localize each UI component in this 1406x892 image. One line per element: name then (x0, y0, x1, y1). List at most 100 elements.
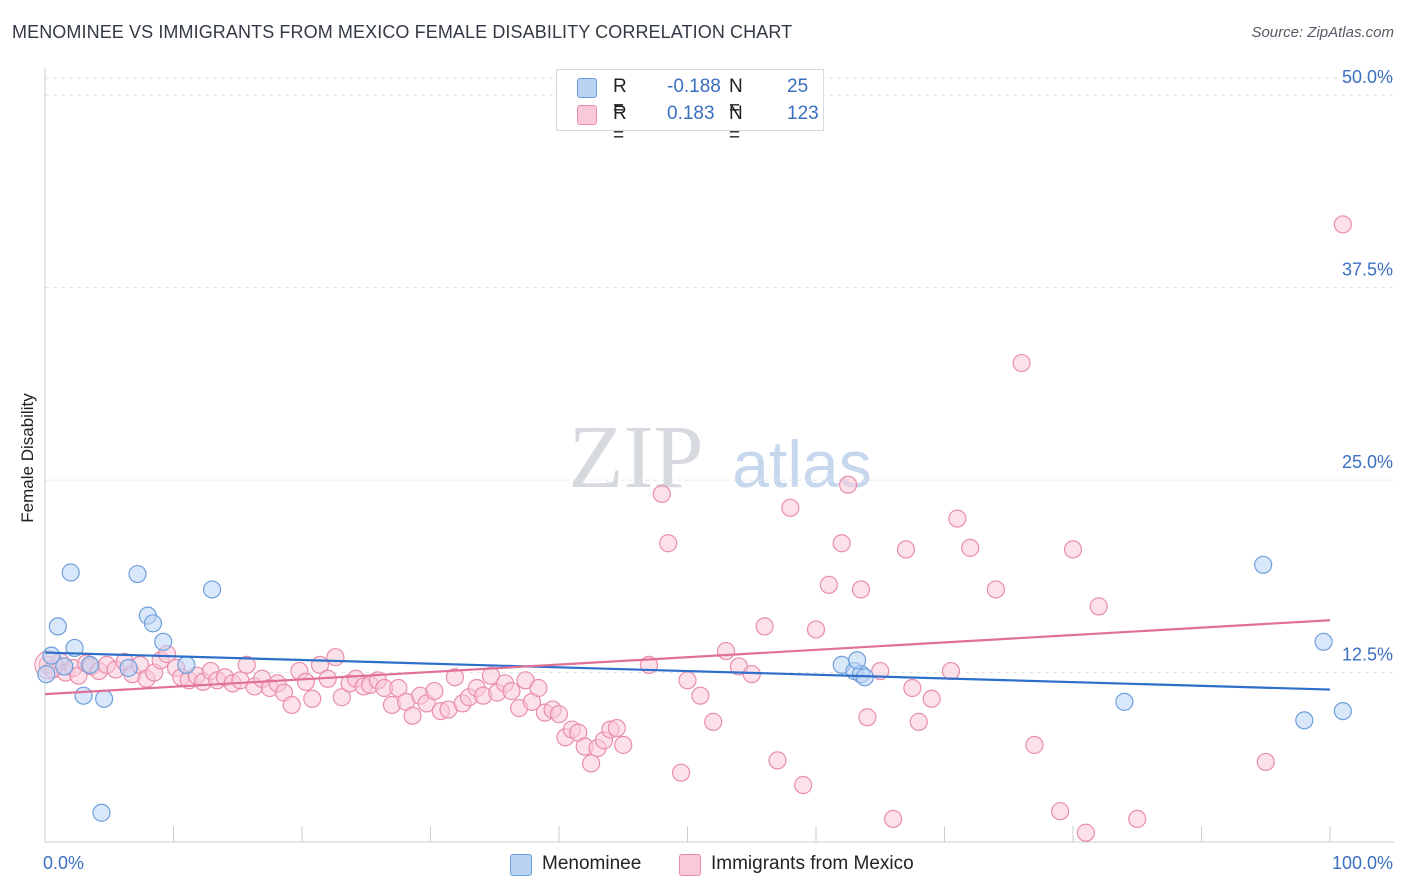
menominee-point (48, 617, 67, 636)
immigrants-from-mexico-point (529, 678, 548, 698)
immigrants-from-mexico-trend-line (44, 619, 1331, 696)
y-tick-label: 12.5% (1342, 645, 1393, 665)
menominee-point (202, 580, 222, 599)
legend-n-value: 25 (787, 76, 809, 97)
watermark-zip: ZIP (569, 408, 704, 507)
immigrants-from-mexico-point (961, 538, 980, 557)
immigrants-from-mexico-point (903, 678, 922, 698)
immigrants-from-mexico-point (1076, 823, 1095, 842)
menominee-point (1115, 692, 1134, 711)
menominee-point (37, 665, 56, 684)
immigrants-from-mexico-point (582, 754, 601, 773)
immigrants-from-mexico-point (1089, 597, 1108, 616)
immigrants-from-mexico-point (403, 706, 422, 725)
menominee-point (92, 803, 111, 822)
legend-r-value: -0.188 (667, 76, 721, 97)
immigrants-from-mexico-point (794, 775, 813, 795)
immigrants-from-mexico-point (858, 708, 877, 727)
menominee-point (177, 655, 196, 675)
y-tick-labels: 12.5% 25.0% 37.5% 50.0% (1342, 67, 1393, 665)
bottom-legend-label-immigrants-from-mexico: Immigrants from Mexico (711, 853, 914, 874)
immigrants-from-mexico-point (607, 718, 626, 738)
y-tick-label: 37.5% (1342, 260, 1393, 280)
source-credit: Source: ZipAtlas.com (1251, 24, 1394, 41)
y-tick-label: 50.0% (1342, 67, 1393, 87)
immigrants-from-mexico-point (389, 678, 408, 698)
immigrants-from-mexico-point (832, 534, 851, 553)
chart-title: MENOMINEE VS IMMIGRANTS FROM MEXICO FEMA… (12, 22, 793, 42)
watermark: ZIP atlas (569, 408, 872, 507)
axes (44, 68, 1394, 843)
menominee-point (80, 655, 100, 675)
bottom-legend-label-menominee: Menominee (542, 853, 642, 874)
immigrants-from-mexico-point (652, 484, 671, 504)
immigrants-from-mexico-point (941, 661, 961, 681)
immigrants-from-mexico-point (704, 712, 723, 731)
legend-r-label: R = (613, 76, 627, 119)
immigrants-from-mexico-point (614, 735, 633, 755)
immigrants-from-mexico-point (678, 671, 697, 690)
x-tick-label-max: 100.0% (1332, 853, 1393, 873)
immigrants-from-mexico-point (332, 688, 351, 707)
bottom-legend-swatch-immigrants-from-mexico (679, 854, 701, 876)
menominee-point (1333, 701, 1352, 721)
menominee-point (95, 689, 114, 708)
immigrants-from-mexico-point (819, 575, 838, 594)
immigrants-from-mexico-point (282, 695, 301, 715)
menominee-point (1254, 555, 1273, 574)
immigrants-from-mexico-point (445, 668, 465, 687)
menominee-trend-line (44, 651, 1331, 691)
immigrants-from-mexico-point (296, 672, 315, 691)
legend-n-label: N = (729, 103, 743, 146)
trend-lines (44, 619, 1331, 696)
immigrants-from-mexico-point (851, 580, 871, 599)
immigrants-from-mexico-point (481, 666, 500, 685)
menominee-point (55, 657, 74, 676)
immigrants-from-mexico-point (691, 686, 710, 705)
x-tick-label-min: 0.0% (43, 853, 84, 873)
menominee-point (1314, 632, 1333, 651)
immigrants-from-mexico-point (871, 661, 890, 681)
y-tick-label: 25.0% (1342, 452, 1393, 472)
immigrants-from-mexico-point (896, 540, 916, 559)
immigrants-from-mexico-point (1025, 735, 1044, 755)
menominee-point (848, 651, 867, 670)
menominee-point (61, 563, 80, 582)
immigrants-from-mexico-point (1333, 215, 1352, 234)
legend-swatch-menominee (577, 78, 597, 98)
immigrants-from-mexico-point (1012, 353, 1031, 373)
legend-swatch-immigrants-from-mexico (577, 105, 597, 125)
immigrants-from-mexico-point (806, 620, 826, 639)
menominee-point (42, 646, 61, 665)
correlation-legend: R = -0.188 N = 25 R = 0.183 N = 123 (556, 69, 824, 146)
immigrants-from-mexico-point (839, 475, 858, 494)
immigrants-from-mexico-point (716, 641, 736, 661)
immigrants-from-mexico-point (1256, 752, 1275, 772)
immigrants-from-mexico-point (883, 809, 903, 829)
menominee-point (128, 564, 147, 584)
menominee-point (1295, 711, 1314, 730)
legend-r-label: R = (613, 103, 627, 146)
immigrants-from-mexico-point (922, 689, 941, 708)
immigrants-from-mexico-point (909, 712, 928, 731)
menominee-point (119, 658, 138, 678)
immigrants-from-mexico-point (425, 681, 444, 701)
immigrants-from-mexico-point (671, 763, 691, 782)
x-tick-labels: 0.0% 100.0% (43, 853, 1393, 873)
menominee-point (143, 614, 163, 633)
immigrants-from-mexico-point (303, 689, 322, 708)
immigrants-from-mexico-point (986, 580, 1006, 599)
immigrants-from-mexico-point (326, 648, 345, 667)
immigrants-from-mexico-point (755, 617, 774, 636)
immigrants-from-mexico-point (1063, 540, 1083, 559)
immigrants-from-mexico-point (948, 509, 967, 528)
legend-n-label: N = (729, 76, 743, 119)
legend-r-value: 0.183 (667, 103, 715, 124)
immigrants-from-mexico-point (237, 655, 256, 675)
immigrants-from-mexico-point (768, 751, 787, 770)
menominee-point (154, 632, 173, 651)
immigrants-from-mexico-point (502, 681, 521, 701)
immigrants-from-mexico-point (1128, 809, 1147, 829)
series-immigrants-from-mexico (34, 215, 1352, 842)
